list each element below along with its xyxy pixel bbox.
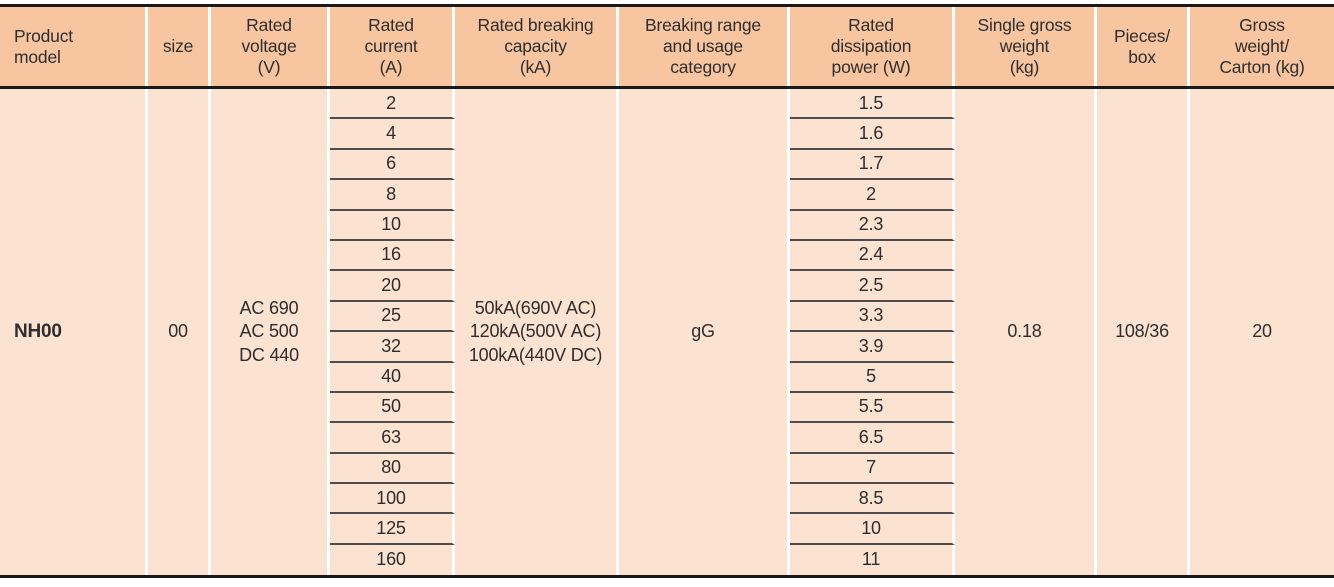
dissipation-power-cell: 3.9 (790, 332, 955, 363)
dissipation-power-cell: 3.3 (790, 301, 955, 333)
spec-table-grid: Product model size Rated voltage (V) Rat… (0, 7, 1334, 576)
dissipation-power-cell: 2.4 (790, 240, 955, 272)
dissipation-power-cell: 2 (790, 180, 955, 211)
dissipation-power-cell: 5 (790, 362, 955, 393)
header-usage-category: Breaking range and usage category (619, 7, 790, 86)
header-size: size (148, 7, 211, 86)
header-gross-weight-carton: Gross weight/ Carton (kg) (1190, 7, 1334, 86)
rated-current-cell: 160 (330, 544, 455, 576)
gross-weight-carton-cell: 20 (1190, 89, 1334, 576)
dissipation-power-cell: 7 (790, 453, 955, 485)
dissipation-power-cell: 1.5 (790, 89, 955, 120)
rated-current-cell: 6 (330, 149, 455, 181)
rated-current-cell: 2 (330, 89, 455, 120)
header-dissipation-power: Rated dissipation power (W) (790, 7, 955, 86)
dissipation-power-cell: 6.5 (790, 423, 955, 454)
header-divider (0, 86, 1334, 89)
rated-current-cell: 25 (330, 301, 455, 333)
rated-current-cell: 4 (330, 119, 455, 150)
header-product-model: Product model (0, 7, 148, 86)
dissipation-power-cell: 2.3 (790, 210, 955, 241)
header-rated-voltage: Rated voltage (V) (211, 7, 330, 86)
rated-current-cell: 10 (330, 210, 455, 241)
rated-current-cell: 80 (330, 453, 455, 485)
breaking-capacity-cell: 50kA(690V AC) 120kA(500V AC) 100kA(440V … (455, 89, 619, 576)
header-rated-current: Rated current (A) (330, 7, 455, 86)
rated-current-cell: 63 (330, 423, 455, 454)
header-single-gross-weight: Single gross weight (kg) (955, 7, 1097, 86)
rated-current-cell: 100 (330, 484, 455, 515)
rated-current-cell: 32 (330, 332, 455, 363)
header-pieces-per-box: Pieces/ box (1097, 7, 1190, 86)
dissipation-power-cell: 2.5 (790, 271, 955, 302)
dissipation-power-cell: 10 (790, 514, 955, 545)
rated-current-cell: 16 (330, 240, 455, 272)
rated-current-cell: 50 (330, 392, 455, 424)
dissipation-power-cell: 5.5 (790, 392, 955, 424)
product-spec-table: Product model size Rated voltage (V) Rat… (0, 4, 1334, 579)
single-gross-weight-cell: 0.18 (955, 89, 1097, 576)
product-model-cell: NH00 (0, 89, 148, 576)
header-breaking-capacity: Rated breaking capacity (kA) (455, 7, 619, 86)
rated-current-cell: 8 (330, 180, 455, 211)
size-cell: 00 (148, 89, 211, 576)
dissipation-power-cell: 1.6 (790, 119, 955, 150)
usage-category-cell: gG (619, 89, 790, 576)
rated-voltage-cell: AC 690 AC 500 DC 440 (211, 89, 330, 576)
dissipation-power-cell: 8.5 (790, 484, 955, 515)
dissipation-power-cell: 11 (790, 544, 955, 576)
rated-current-cell: 20 (330, 271, 455, 302)
rated-current-cell: 125 (330, 514, 455, 545)
pieces-per-box-cell: 108/36 (1097, 89, 1190, 576)
dissipation-power-cell: 1.7 (790, 149, 955, 181)
rated-current-cell: 40 (330, 362, 455, 393)
